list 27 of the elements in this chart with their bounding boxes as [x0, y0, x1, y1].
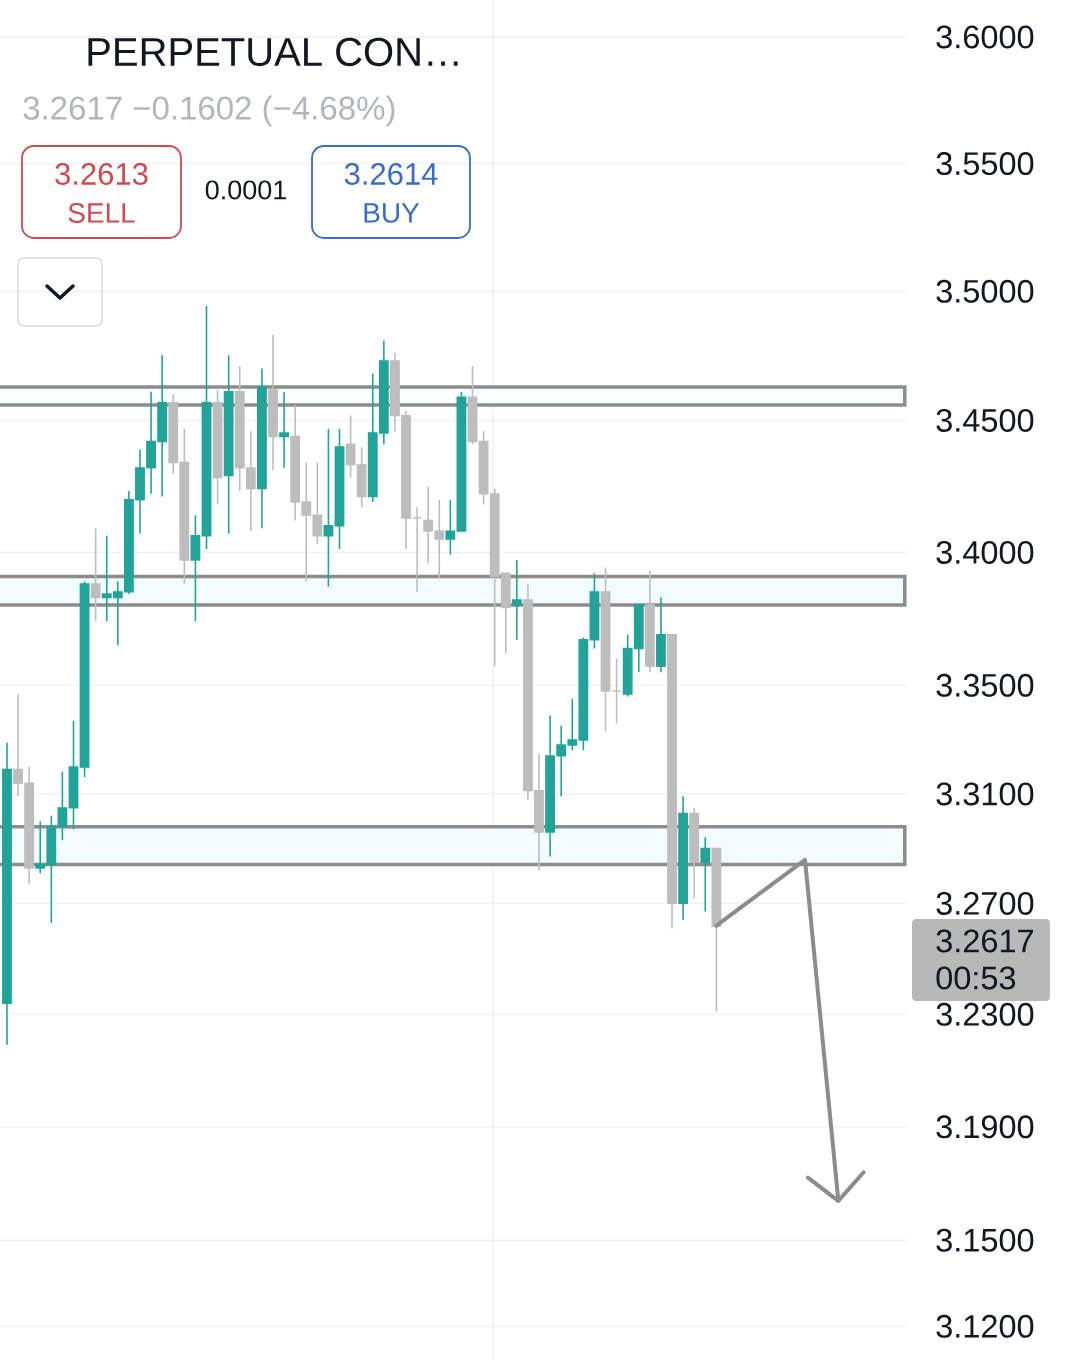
- text: 3.2617 −0.1602 (−4.68%): [23, 95, 395, 127]
- y-tick-label: 3.2300: [936, 1002, 1034, 1026]
- y-tick-label: 3.2700: [936, 891, 1034, 915]
- candlestick: [323, 428, 334, 588]
- y-tick-label: 3.1200: [936, 1314, 1034, 1338]
- y-tick-label: 3.5500: [936, 152, 1034, 176]
- annotation: 0.0001: [205, 180, 286, 200]
- y-tick-label: 3.3500: [936, 673, 1034, 697]
- y-tick-label: 3.5000: [936, 279, 1034, 303]
- text: 00:53: [936, 966, 1016, 990]
- y-tick-label: 3.4000: [936, 540, 1034, 564]
- y-tick-label: 3.3100: [936, 782, 1034, 806]
- candlestick: [90, 527, 101, 623]
- candlestick: [445, 498, 456, 556]
- text: PERPETUAL CON…: [88, 37, 458, 67]
- annotation: BUY: [364, 203, 420, 223]
- y-tick-label: 3.1500: [936, 1228, 1034, 1252]
- annotation: 3.2614: [344, 163, 438, 185]
- y-tick-label: 3.1900: [936, 1115, 1034, 1139]
- candlestick: [279, 391, 289, 469]
- y-tick-label: 3.6000: [936, 25, 1034, 49]
- text: 3.2617: [936, 929, 1033, 953]
- annotation: SELL: [68, 203, 135, 223]
- candlestick: [700, 836, 711, 913]
- annotation: 3.2613: [55, 163, 148, 185]
- candlestick: [511, 559, 522, 641]
- y-tick-label: 3.4500: [936, 408, 1034, 432]
